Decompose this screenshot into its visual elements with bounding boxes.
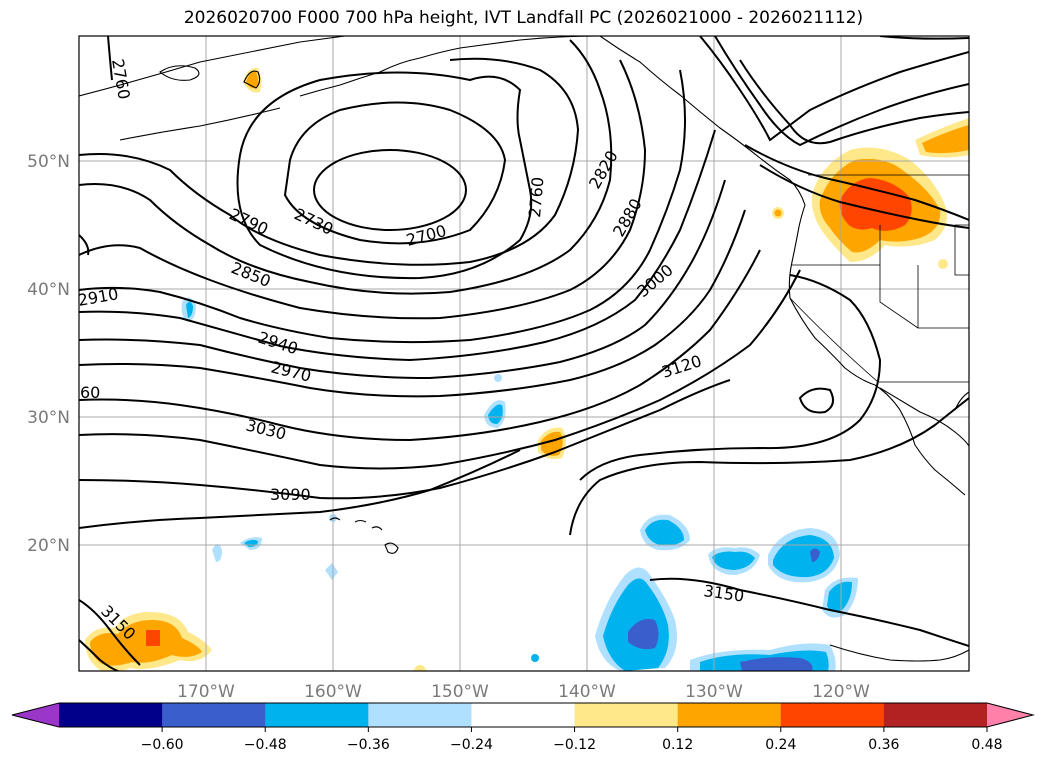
colorbar-segment [883, 703, 988, 727]
lat-label-50n: 50°N [27, 152, 70, 172]
colorbar-segment [59, 703, 163, 727]
lon-label-160w: 160°W [304, 682, 362, 702]
colorbar-tick-label: 0.48 [971, 737, 1002, 753]
colorbar-outline [11, 702, 1035, 728]
map-frame [78, 35, 970, 672]
contour-label: 2760 [525, 176, 547, 218]
height-contours [79, 36, 969, 671]
colorbar-segment [162, 703, 266, 727]
longitude-labels: 170°W 160°W 150°W 140°W 130°W 120°W [177, 682, 870, 702]
lat-label-20n: 20°N [27, 536, 70, 556]
colorbar-tick-label: 0.24 [765, 737, 796, 753]
lon-label-170w: 170°W [177, 682, 235, 702]
colorbar-tick-label: −0.48 [244, 737, 287, 753]
colorbar-segment [780, 703, 885, 727]
map-title: 2026020700 F000 700 hPa height, IVT Land… [183, 8, 864, 28]
colorbar-tick-label: 0.36 [868, 737, 899, 753]
colorbar-segment [368, 703, 472, 727]
colorbar-segment [265, 703, 369, 727]
colorbar-tick-label: −0.24 [450, 737, 493, 753]
contour-label: 60 [80, 383, 100, 402]
colorbar-tick-label: −0.12 [553, 737, 596, 753]
colorbar-segment [471, 703, 576, 727]
colorbar-tick-label: −0.60 [141, 737, 184, 753]
lon-label-140w: 140°W [558, 682, 616, 702]
colorbar-extend-low [12, 703, 59, 727]
lon-label-130w: 130°W [685, 682, 743, 702]
lon-label-120w: 120°W [812, 682, 870, 702]
contour-label: 3090 [270, 485, 311, 504]
ivt-positive-shading [85, 67, 969, 671]
colorbar: −0.60 −0.48 −0.36 −0.24 −0.12 0.12 0.24 0.36 0.4… [11, 702, 1035, 753]
colorbar-tick-label: −0.36 [347, 737, 390, 753]
map-plot-area [79, 36, 969, 671]
lon-label-150w: 150°W [431, 682, 489, 702]
political-borders [789, 174, 969, 383]
colorbar-segment [574, 703, 679, 727]
colorbar-segment [677, 703, 782, 727]
colorbar-extend-high [987, 703, 1033, 727]
lat-label-40n: 40°N [27, 280, 70, 300]
lat-label-30n: 30°N [27, 408, 70, 428]
latitude-labels: 50°N 40°N 30°N 20°N [27, 152, 70, 556]
colorbar-tick-label: 0.12 [662, 737, 693, 753]
ivt-negative-shading [181, 297, 858, 671]
